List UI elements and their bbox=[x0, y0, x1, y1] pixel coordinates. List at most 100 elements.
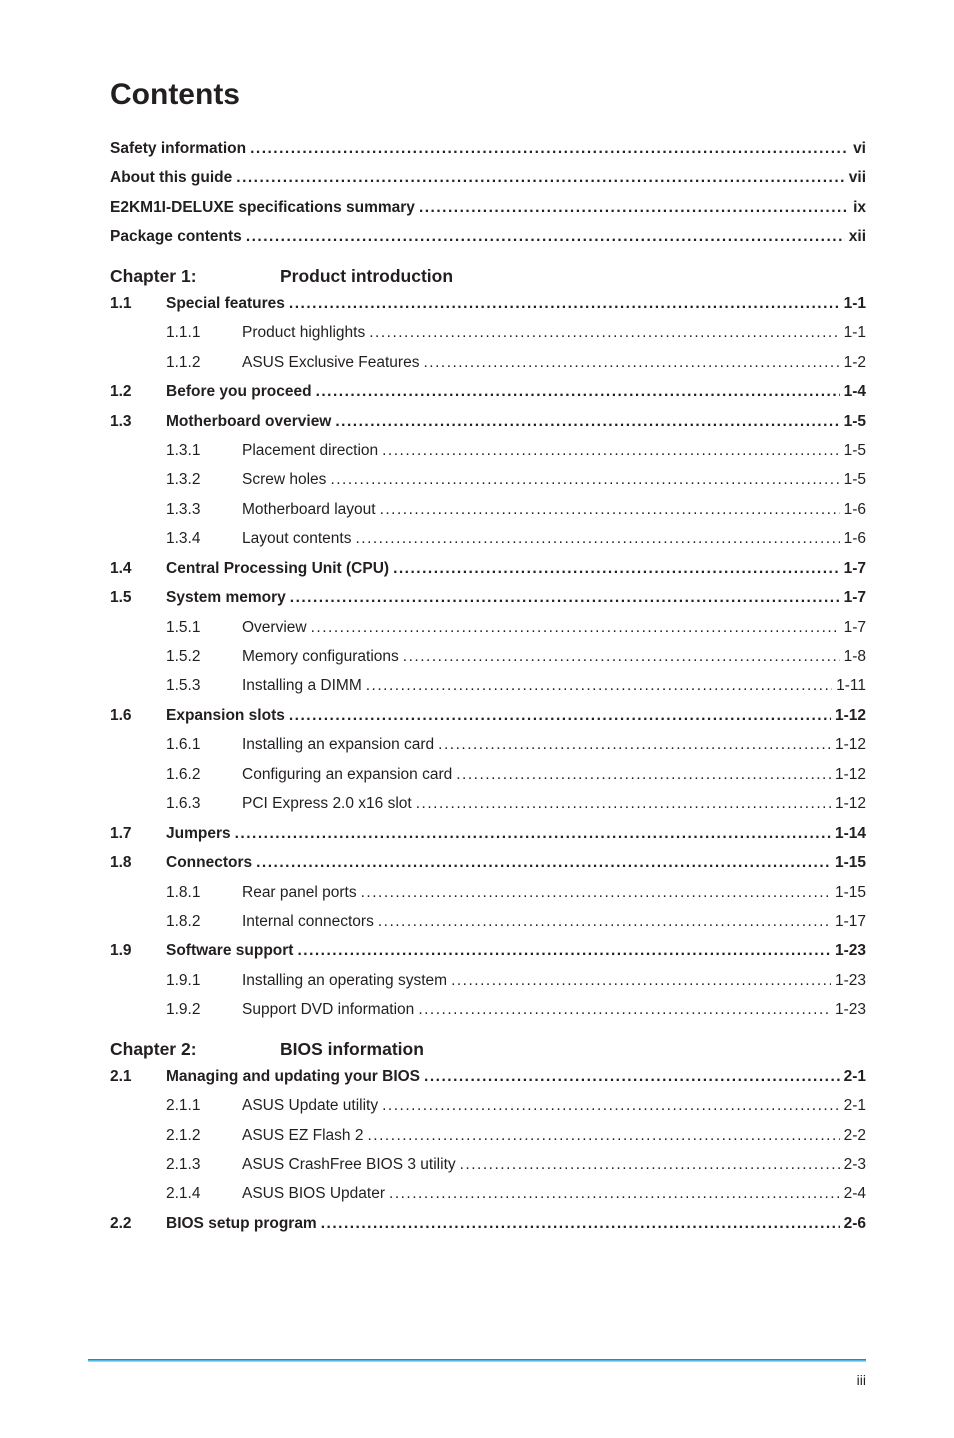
toc-page: 2-4 bbox=[844, 1179, 866, 1208]
toc-label: ASUS BIOS Updater bbox=[242, 1179, 385, 1208]
toc-page: 1-5 bbox=[844, 465, 866, 494]
toc-number: 1.5 bbox=[110, 583, 166, 612]
toc-leader bbox=[416, 789, 831, 818]
toc-number: 1.3.2 bbox=[166, 465, 242, 494]
toc-line: 1.6.3PCI Express 2.0 x16 slot 1-12 bbox=[110, 789, 866, 818]
toc-page: 1-23 bbox=[835, 995, 866, 1024]
toc-leader bbox=[369, 318, 839, 347]
toc-number: 1.6.1 bbox=[166, 730, 242, 759]
toc-line: 1.8Connectors1-15 bbox=[110, 848, 866, 877]
toc-line: 1.5.2Memory configurations 1-8 bbox=[110, 642, 866, 671]
toc-label: ASUS Update utility bbox=[242, 1091, 378, 1120]
toc-label: Memory configurations bbox=[242, 642, 399, 671]
toc-page: 1-12 bbox=[835, 760, 866, 789]
toc-leader bbox=[424, 1062, 840, 1091]
toc-line: 1.7Jumpers 1-14 bbox=[110, 819, 866, 848]
toc-leader bbox=[246, 222, 845, 251]
toc-page: 1-7 bbox=[844, 583, 866, 612]
toc-leader bbox=[367, 1121, 839, 1150]
toc-page: 1-12 bbox=[835, 789, 866, 818]
chapter-label: Chapter 2: bbox=[110, 1039, 280, 1060]
toc-number: 1.1.2 bbox=[166, 348, 242, 377]
toc-leader bbox=[250, 134, 849, 163]
toc-line: 1.9.1Installing an operating system1-23 bbox=[110, 966, 866, 995]
toc-label: BIOS setup program bbox=[166, 1209, 317, 1238]
toc-label: Internal connectors bbox=[242, 907, 374, 936]
toc-label: Jumpers bbox=[166, 819, 231, 848]
toc-leader bbox=[289, 701, 831, 730]
toc-page: 1-11 bbox=[836, 671, 866, 700]
toc-number: 2.1 bbox=[110, 1062, 166, 1091]
toc-leader bbox=[423, 348, 839, 377]
toc-page: 1-1 bbox=[844, 318, 866, 347]
toc-number: 2.1.4 bbox=[166, 1179, 242, 1208]
toc-leader bbox=[418, 995, 831, 1024]
toc-page: 2-1 bbox=[844, 1062, 866, 1091]
toc-number: 1.3.3 bbox=[166, 495, 242, 524]
toc-label: Special features bbox=[166, 289, 285, 318]
toc-line: 1.3.1Placement direction1-5 bbox=[110, 436, 866, 465]
toc-leader bbox=[256, 848, 831, 877]
toc-line: About this guidevii bbox=[110, 163, 866, 192]
toc-number: 1.8.1 bbox=[166, 878, 242, 907]
toc-page: 1-7 bbox=[844, 613, 866, 642]
toc-page: 2-1 bbox=[844, 1091, 866, 1120]
toc-page: 1-14 bbox=[835, 819, 866, 848]
toc-line: 1.5.3Installing a DIMM1-11 bbox=[110, 671, 866, 700]
toc-leader bbox=[366, 671, 832, 700]
toc-leader bbox=[321, 1209, 840, 1238]
toc-line: 1.3.2Screw holes1-5 bbox=[110, 465, 866, 494]
toc-leader bbox=[393, 554, 840, 583]
toc-line: 1.9Software support1-23 bbox=[110, 936, 866, 965]
toc-label: Connectors bbox=[166, 848, 252, 877]
chapter-label: Chapter 1: bbox=[110, 266, 280, 287]
toc-leader bbox=[382, 436, 839, 465]
toc-label: Managing and updating your BIOS bbox=[166, 1062, 420, 1091]
toc-leader bbox=[330, 465, 839, 494]
toc-leader bbox=[290, 583, 840, 612]
toc-number: 2.1.2 bbox=[166, 1121, 242, 1150]
toc-line: E2KM1I-DELUXE specifications summaryix bbox=[110, 193, 866, 222]
toc-line: 2.1.3ASUS CrashFree BIOS 3 utility2-3 bbox=[110, 1150, 866, 1179]
toc-label: Motherboard layout bbox=[242, 495, 376, 524]
toc-label: Support DVD information bbox=[242, 995, 414, 1024]
toc-page: 1-2 bbox=[844, 348, 866, 377]
toc-page: 1-6 bbox=[844, 524, 866, 553]
toc-leader bbox=[316, 377, 840, 406]
toc-line: 1.5.1Overview1-7 bbox=[110, 613, 866, 642]
toc-leader bbox=[382, 1091, 839, 1120]
toc-number: 1.6.3 bbox=[166, 789, 242, 818]
toc-page: 2-2 bbox=[844, 1121, 866, 1150]
toc-leader bbox=[378, 907, 831, 936]
toc-line: 1.6Expansion slots1-12 bbox=[110, 701, 866, 730]
toc-leader bbox=[236, 163, 845, 192]
toc-page: 2-6 bbox=[844, 1209, 866, 1238]
toc-page: 1-17 bbox=[835, 907, 866, 936]
page: Contents Safety informationviAbout this … bbox=[0, 0, 954, 1438]
toc-line: 2.1.1ASUS Update utility2-1 bbox=[110, 1091, 866, 1120]
toc-page: 1-12 bbox=[835, 730, 866, 759]
toc-line: 1.3.3Motherboard layout1-6 bbox=[110, 495, 866, 524]
toc-page: ix bbox=[853, 193, 866, 222]
toc-line: 1.9.2Support DVD information1-23 bbox=[110, 995, 866, 1024]
toc-page: 1-8 bbox=[844, 642, 866, 671]
toc-number: 1.5.3 bbox=[166, 671, 242, 700]
toc-page: 2-3 bbox=[844, 1150, 866, 1179]
toc-label: Installing an operating system bbox=[242, 966, 447, 995]
toc-line: 1.5System memory1-7 bbox=[110, 583, 866, 612]
toc-body: Chapter 1:Product introduction1.1Special… bbox=[110, 266, 866, 1239]
toc-line: 2.1.2ASUS EZ Flash 22-2 bbox=[110, 1121, 866, 1150]
toc-page: 1-15 bbox=[835, 878, 866, 907]
toc-number: 1.2 bbox=[110, 377, 166, 406]
toc-number: 1.6 bbox=[110, 701, 166, 730]
toc-number: 1.7 bbox=[110, 819, 166, 848]
toc-number: 1.4 bbox=[110, 554, 166, 583]
toc-label: ASUS Exclusive Features bbox=[242, 348, 419, 377]
toc-leader bbox=[389, 1179, 840, 1208]
toc-page: vii bbox=[849, 163, 866, 192]
toc-line: 1.6.1Installing an expansion card1-12 bbox=[110, 730, 866, 759]
toc-number: 1.5.2 bbox=[166, 642, 242, 671]
toc-label: PCI Express 2.0 x16 slot bbox=[242, 789, 412, 818]
toc-number: 1.8 bbox=[110, 848, 166, 877]
chapter-heading: Chapter 1:Product introduction bbox=[110, 266, 866, 287]
